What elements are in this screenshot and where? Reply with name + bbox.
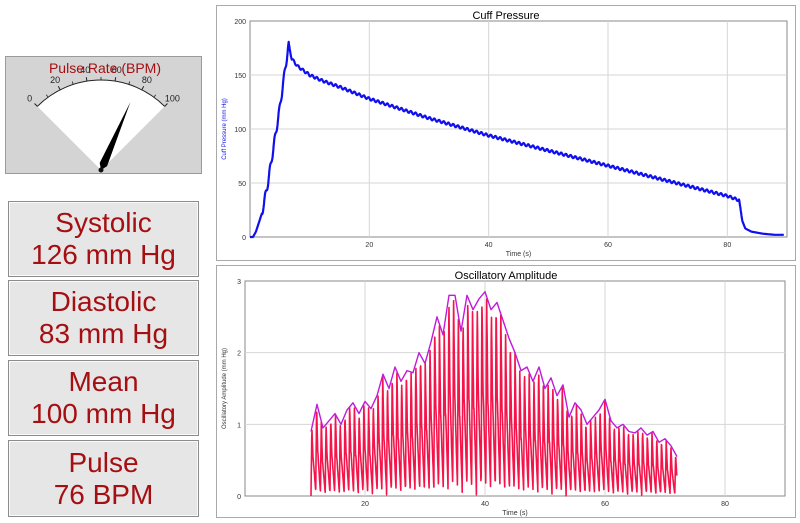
- diastolic-value: 83 mm Hg: [38, 318, 169, 349]
- mean-readout: Mean 100 mm Hg: [8, 360, 199, 436]
- gauge-tick-label: 40: [80, 65, 90, 75]
- gauge-needle-hub: [98, 167, 104, 173]
- x-tick-label: 40: [485, 242, 493, 249]
- systolic-value: 126 mm Hg: [31, 239, 176, 270]
- gauge-tick: [114, 77, 117, 82]
- oscillatory-amplitude-chart: Oscillatory Amplitude 20 40 60 80 0 1 2 3 Time (…: [216, 265, 796, 518]
- diastolic-readout: Diastolic 83 mm Hg: [8, 280, 199, 356]
- pulse-label: Pulse: [68, 446, 139, 478]
- y-tick-label: 50: [238, 181, 246, 188]
- gauge-minor-tick: [128, 81, 131, 85]
- gauge-tick: [57, 86, 61, 91]
- x-tick-label: 60: [604, 242, 612, 249]
- x-tick-label: 80: [721, 501, 729, 508]
- oscillatory-amplitude-plot: 20 40 60 80 0 1 2 3 Time (s) Oscillatory Amplitud…: [222, 279, 786, 517]
- gauge-minor-tick: [46, 94, 49, 98]
- mean-label: Mean: [68, 366, 139, 397]
- gauge-needle: [99, 102, 131, 170]
- x-tick-label: 20: [361, 501, 369, 508]
- gauge-minor-tick: [71, 81, 74, 85]
- y-tick-label: 150: [234, 73, 246, 80]
- y-tick-label: 100: [234, 127, 246, 134]
- gauge-tick-label: 60: [112, 65, 122, 75]
- cuff-pressure-plot: 20 40 60 80 0 50 100 150 200 Time (s) Cuff Pressur…: [222, 19, 788, 258]
- mean-value: 100 mm Hg: [31, 398, 176, 429]
- gauge-tick-label: 0: [27, 94, 32, 104]
- gauge-title: Pulse Rate (BPM): [49, 60, 161, 76]
- gauge-dial: [37, 80, 165, 170]
- x-tick-label: 60: [601, 501, 609, 508]
- y-axis-label: Cuff Pressure (mm Hg): [222, 98, 228, 160]
- pulse-value: 76 BPM: [53, 478, 154, 510]
- gauge-tick: [34, 103, 38, 107]
- systolic-readout: Systolic 126 mm Hg: [8, 201, 199, 277]
- x-axis-label: Time (s): [502, 510, 527, 517]
- cuff-pressure-line: [249, 40, 785, 239]
- gauge-tick-label: 100: [165, 94, 180, 104]
- y-tick-label: 0: [237, 494, 241, 501]
- y-tick-label: 1: [237, 422, 241, 429]
- pulse-rate-gauge: 0 20 40 60 80 100 Pulse Rate (BPM): [5, 56, 202, 174]
- x-tick-label: 40: [481, 501, 489, 508]
- y-tick-label: 2: [237, 351, 241, 358]
- gauge-tick-label: 20: [50, 75, 60, 85]
- gauge-minor-tick: [153, 94, 156, 98]
- cuff-pressure-title: Cuff Pressure: [472, 10, 540, 22]
- y-tick-label: 3: [237, 279, 241, 286]
- cuff-pressure-chart: Cuff Pressure 20 40 60 80 0 50 100 150 200 Time (…: [216, 5, 796, 261]
- y-tick-label: 0: [242, 235, 246, 242]
- gauge-tick-label: 80: [142, 75, 152, 85]
- y-tick-label: 200: [234, 19, 246, 26]
- gauge-face: 0 20 40 60 80 100 Pulse Rate (BPM): [27, 60, 180, 173]
- y-axis-label: Oscillatory Amplitude (mm Hg): [222, 348, 228, 429]
- gauge-tick: [85, 77, 88, 82]
- x-tick-label: 80: [723, 242, 731, 249]
- oscillatory-amplitude-title: Oscillatory Amplitude: [454, 270, 558, 282]
- x-tick-label: 20: [365, 242, 373, 249]
- pulse-readout: Pulse 76 BPM: [8, 440, 199, 517]
- systolic-label: Systolic: [55, 207, 152, 238]
- gauge-tick: [141, 86, 145, 91]
- oscillatory-envelope-line: [310, 291, 678, 457]
- x-axis-label: Time (s): [506, 251, 531, 258]
- diastolic-label: Diastolic: [50, 286, 157, 317]
- gauge-tick: [164, 103, 168, 107]
- oscillatory-amplitude-line: [310, 298, 678, 497]
